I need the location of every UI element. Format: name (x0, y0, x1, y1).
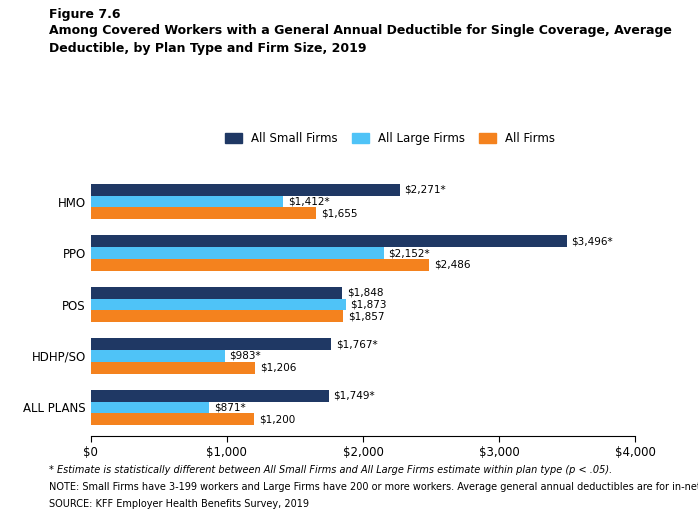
Text: $1,848: $1,848 (347, 288, 383, 298)
Text: SOURCE: KFF Employer Health Benefits Survey, 2019: SOURCE: KFF Employer Health Benefits Sur… (49, 499, 309, 509)
Bar (91, 184, 400, 196)
Text: $1,749*: $1,749* (334, 391, 376, 401)
Text: Deductible, by Plan Type and Firm Size, 2019: Deductible, by Plan Type and Firm Size, … (49, 42, 366, 55)
Text: $871*: $871* (214, 403, 246, 413)
Text: $1,857: $1,857 (348, 311, 385, 321)
Bar (91, 259, 429, 271)
Text: * Estimate is statistically different between All Small Firms and All Large Firm: * Estimate is statistically different be… (49, 465, 612, 475)
Bar (91, 390, 329, 402)
Text: $1,655: $1,655 (321, 208, 357, 218)
Text: $1,767*: $1,767* (336, 339, 378, 349)
Text: $3,496*: $3,496* (572, 236, 613, 246)
Text: NOTE: Small Firms have 3-199 workers and Large Firms have 200 or more workers. A: NOTE: Small Firms have 3-199 workers and… (49, 482, 698, 492)
Bar (91, 402, 209, 413)
Text: $1,200: $1,200 (259, 414, 295, 424)
Bar (91, 235, 567, 247)
Bar (91, 196, 283, 207)
Bar (91, 287, 342, 299)
Bar (91, 247, 384, 259)
Text: Figure 7.6: Figure 7.6 (49, 8, 120, 21)
Text: $2,152*: $2,152* (388, 248, 430, 258)
Text: $1,412*: $1,412* (288, 196, 329, 206)
Bar (91, 350, 225, 362)
Text: Among Covered Workers with a General Annual Deductible for Single Coverage, Aver: Among Covered Workers with a General Ann… (49, 24, 671, 37)
Bar (91, 299, 346, 310)
Legend: All Small Firms, All Large Firms, All Firms: All Small Firms, All Large Firms, All Fi… (225, 132, 555, 145)
Bar (91, 338, 332, 350)
Text: $1,873: $1,873 (350, 299, 387, 310)
Bar (91, 207, 316, 219)
Bar (91, 362, 255, 374)
Text: $2,486: $2,486 (434, 260, 470, 270)
Text: $2,271*: $2,271* (405, 185, 446, 195)
Bar (91, 310, 343, 322)
Bar (91, 413, 254, 425)
Text: $983*: $983* (230, 351, 261, 361)
Text: $1,206: $1,206 (260, 363, 296, 373)
